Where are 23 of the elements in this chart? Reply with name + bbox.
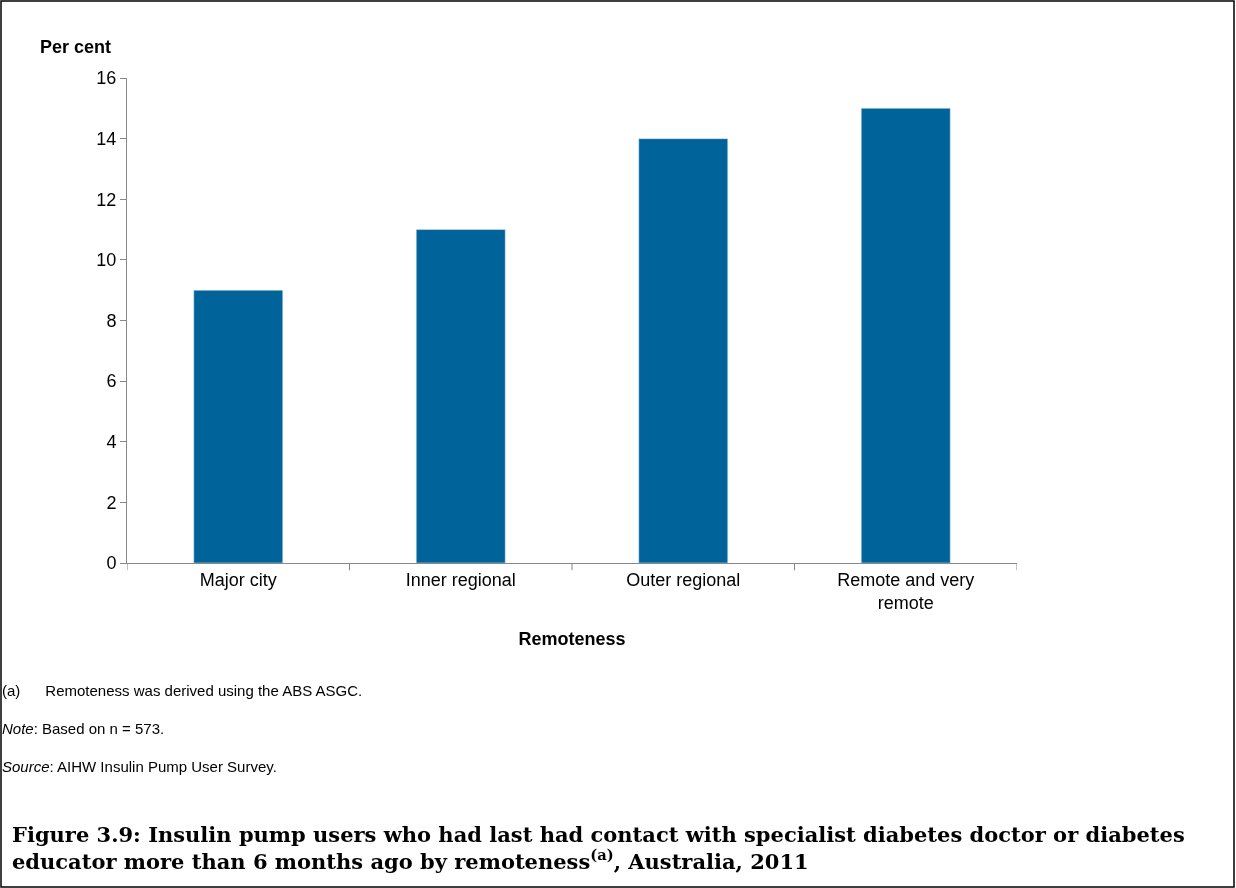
y-tick-label: 2 [106, 492, 117, 513]
y-tick-label: 4 [106, 432, 117, 453]
x-axis-title: Remoteness [518, 629, 626, 650]
text: (a) Remoteness was derived using the ABS ASGC. [2, 682, 363, 699]
x-tick-label: Major city [199, 569, 277, 590]
y-tick-label: 6 [106, 371, 117, 392]
x-tick-label: Outer regional [626, 569, 741, 590]
text: Note: Based on n = 573. [2, 720, 165, 737]
text: Figure 3.9: Insulin pump users who had last had contact with specialist diabetes doctor or diabetes educator more than 6 months ago by remoteness$^{(a)}$, Australia, 2011 [12, 822, 1185, 875]
y-tick-label: 14 [96, 128, 117, 149]
y-tick-label: 10 [96, 250, 117, 271]
x-tick-label: Inner regional [405, 569, 516, 590]
y-tick-label: 0 [106, 553, 117, 574]
source-note: Source: AIHW Insulin Pump User Survey. [2, 758, 277, 775]
y-axis-title: Per cent [40, 37, 112, 57]
bar [416, 229, 506, 563]
y-tick-label: 8 [106, 310, 117, 331]
y-tick-label: 16 [96, 68, 117, 89]
x-tick-label: Remote and very remote [837, 569, 975, 613]
bar [861, 108, 951, 563]
bar [638, 138, 728, 563]
bar [193, 289, 283, 563]
y-tick-label: 12 [96, 189, 117, 210]
